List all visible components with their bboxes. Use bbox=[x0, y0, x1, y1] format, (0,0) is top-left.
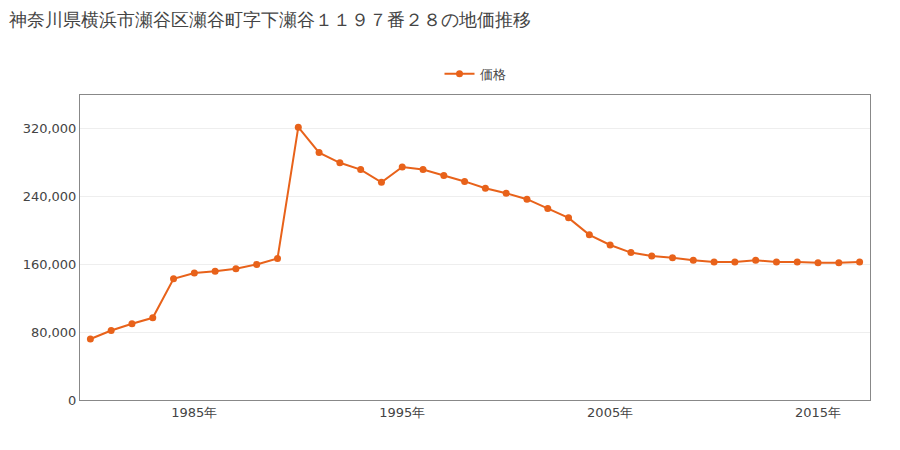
svg-text:2005年: 2005年 bbox=[587, 405, 633, 420]
svg-text:160,000: 160,000 bbox=[23, 257, 77, 272]
svg-text:2015年: 2015年 bbox=[795, 405, 841, 420]
svg-text:1985年: 1985年 bbox=[171, 405, 217, 420]
svg-text:1995年: 1995年 bbox=[379, 405, 425, 420]
svg-text:神奈川県横浜市瀬谷区瀬谷町字下瀬谷１１９７番２８の地価推移: 神奈川県横浜市瀬谷区瀬谷町字下瀬谷１１９７番２８の地価推移 bbox=[9, 9, 531, 30]
svg-text:80,000: 80,000 bbox=[31, 325, 77, 340]
svg-text:320,000: 320,000 bbox=[23, 121, 77, 136]
svg-text:0: 0 bbox=[68, 393, 76, 408]
svg-text:価格: 価格 bbox=[480, 67, 506, 82]
svg-text:240,000: 240,000 bbox=[23, 189, 77, 204]
